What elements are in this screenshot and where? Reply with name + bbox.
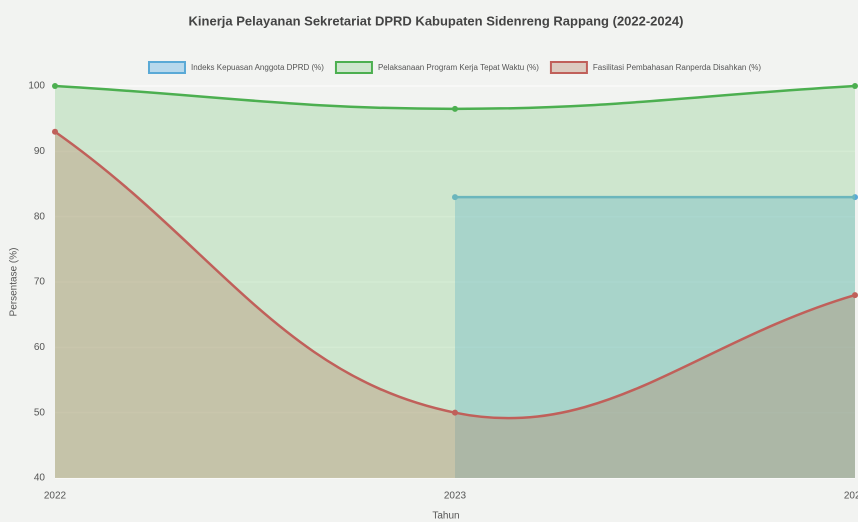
- data-point: [852, 292, 858, 299]
- data-point: [852, 83, 858, 89]
- legend-label: Indeks Kepuasan Anggota DPRD (%): [191, 63, 324, 72]
- legend-swatch: [334, 61, 373, 74]
- x-tick-label: 2022: [44, 491, 67, 502]
- x-tick-label: 2023: [444, 491, 467, 502]
- y-tick-label: 60: [34, 342, 46, 353]
- data-point: [452, 105, 458, 112]
- y-axis-label: Persentase (%): [9, 248, 20, 317]
- y-tick-label: 70: [34, 277, 46, 288]
- x-tick-label: 2024: [844, 491, 858, 502]
- y-tick-label: 50: [34, 407, 46, 418]
- legend-swatch: [549, 61, 588, 74]
- data-point: [852, 194, 858, 201]
- data-point: [52, 128, 58, 135]
- y-tick-label: 100: [28, 81, 45, 92]
- data-point: [452, 194, 458, 201]
- y-tick-label: 80: [34, 211, 46, 222]
- data-point: [52, 83, 58, 89]
- y-tick-label: 40: [34, 473, 46, 484]
- legend-swatch: [147, 61, 186, 74]
- data-point: [452, 409, 458, 416]
- x-axis-label: Tahun: [432, 511, 459, 522]
- area: [55, 131, 855, 478]
- y-tick-label: 90: [34, 146, 46, 157]
- area: [455, 197, 855, 479]
- legend-label: Pelaksanaan Program Kerja Tepat Waktu (%…: [378, 63, 539, 72]
- legend-label: Fasilitasi Pembahasan Ranperda Disahkan …: [593, 63, 761, 72]
- chart-title: Kinerja Pelayanan Sekretariat DPRD Kabup…: [189, 13, 684, 28]
